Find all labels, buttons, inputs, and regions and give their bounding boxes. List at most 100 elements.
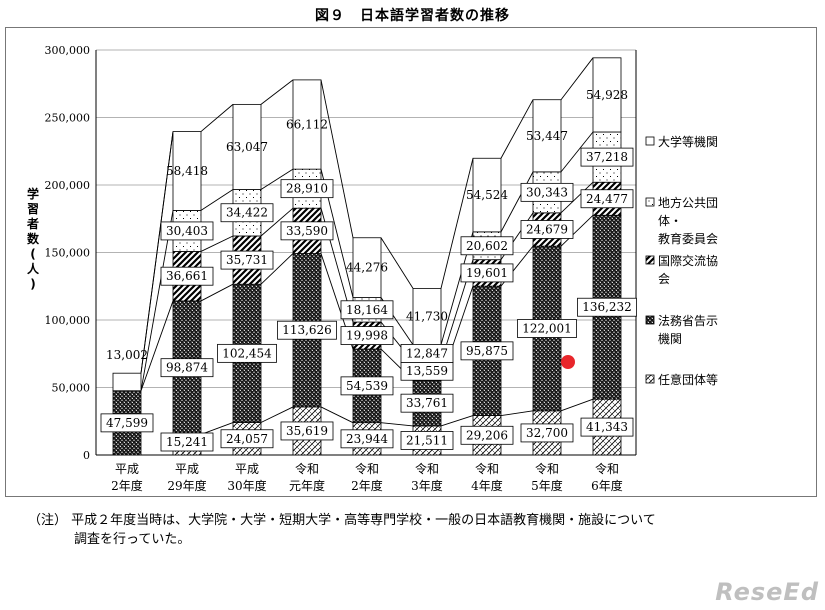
data-label-box (280, 221, 334, 241)
data-label: 33,590 (286, 224, 328, 238)
series-connector-line (380, 237, 414, 289)
data-label: 13,559 (406, 364, 448, 378)
data-label: 54,524 (466, 188, 508, 202)
series-connector-line (140, 300, 174, 391)
data-label: 35,619 (286, 424, 328, 438)
data-label: 136,232 (582, 300, 632, 314)
chart-title: 図９ 日本語学習者数の推移 (315, 8, 510, 24)
data-label: 24,679 (526, 222, 568, 236)
data-label-box (220, 250, 274, 270)
data-label: 23,944 (346, 432, 388, 446)
data-label-box (160, 358, 214, 378)
data-label: 29,206 (466, 428, 508, 442)
data-label: 33,761 (406, 396, 448, 410)
data-label: 53,447 (526, 129, 568, 143)
data-label: 58,418 (166, 164, 208, 178)
data-label: 66,112 (286, 118, 328, 132)
bar-segment (592, 57, 622, 133)
data-label-box (460, 263, 514, 283)
series-connector-line (560, 398, 594, 412)
legend-label: 法務省告示機関 (658, 314, 718, 346)
series-connector-line (320, 79, 354, 238)
series-connector-line (200, 104, 234, 132)
data-label: 54,928 (586, 88, 628, 102)
series-connector-line (200, 189, 234, 211)
data-label-box (400, 393, 454, 413)
series-connector-line (560, 131, 594, 173)
series-connector-line (320, 406, 354, 424)
data-label: 34,422 (226, 206, 268, 220)
y-tick-label: 200,000 (45, 179, 91, 192)
x-tick-label: 令和 3年度 (411, 461, 443, 493)
data-label-box (460, 425, 514, 445)
data-label-box (160, 221, 214, 241)
series-connector-line (560, 181, 594, 214)
footnote-line-1: （注） 平成２年度当時は、大学院・大学・短期大学・高等専門学校・一般の日本語教育… (28, 513, 656, 528)
data-label-box (580, 189, 634, 209)
data-label: 19,601 (466, 266, 508, 280)
data-label: 12,847 (406, 346, 448, 360)
legend-label: 地方公共団体・教育委員会 (658, 195, 718, 246)
data-label-box (280, 421, 334, 441)
bar-segment (112, 372, 142, 392)
data-label: 122,001 (522, 322, 572, 336)
series-connector-line (500, 99, 534, 159)
data-label: 37,218 (586, 150, 628, 164)
data-label-box (400, 344, 454, 363)
data-label-box (340, 429, 394, 449)
data-label: 18,164 (346, 303, 388, 317)
series-connector-line (440, 415, 474, 427)
data-label: 20,602 (466, 239, 508, 253)
chart-frame (5, 27, 817, 497)
data-label-box (577, 297, 637, 317)
legend-label: 任意団体等 (658, 372, 718, 387)
data-label: 113,626 (282, 323, 332, 337)
series-connector-line (260, 79, 294, 105)
bar-segment (172, 131, 202, 211)
data-label-box (520, 182, 574, 202)
series-connector-line (140, 131, 174, 374)
data-label: 36,661 (166, 269, 208, 283)
x-tick-label: 令和 4年度 (471, 461, 503, 493)
resed-watermark-logo: ReseEd (715, 578, 819, 606)
series-connector-line (260, 406, 294, 423)
data-label: 13,002 (106, 348, 148, 362)
data-label: 30,403 (166, 224, 208, 238)
x-tick-label: 令和 5年度 (531, 461, 563, 493)
data-label-box (160, 266, 214, 286)
x-tick-label: 平成 30年度 (227, 462, 266, 493)
series-connector-line (380, 422, 414, 427)
y-tick-label: 150,000 (45, 247, 91, 260)
series-connector-line (260, 168, 294, 190)
bar-segment (472, 157, 502, 233)
y-tick-label: 300,000 (45, 44, 91, 57)
series-connector-line (200, 283, 234, 302)
data-label-box (460, 341, 514, 361)
series-connector-line (560, 214, 594, 247)
bar-segment (532, 99, 562, 173)
bar-segment (352, 237, 382, 298)
data-label: 24,477 (586, 192, 628, 206)
data-label-box (340, 376, 394, 396)
y-tick-label: 0 (83, 449, 90, 462)
bar-segment (292, 79, 322, 170)
footnote-line-2: 調査を行っていた。 (74, 532, 191, 547)
x-tick-label: 令和 6年度 (591, 461, 623, 493)
y-tick-label: 250,000 (45, 112, 91, 125)
data-label-box (580, 147, 634, 167)
data-label: 28,910 (286, 182, 328, 196)
data-label-box (400, 431, 454, 450)
x-tick-label: 令和 2年度 (351, 461, 383, 493)
data-label: 41,343 (586, 420, 628, 434)
legend-swatch (645, 315, 655, 325)
x-tick-label: 平成 29年度 (167, 462, 206, 493)
data-label: 21,511 (406, 433, 448, 447)
series-connector-line (500, 410, 534, 417)
data-label-box (100, 413, 154, 433)
legend-label: 大学等機関 (658, 134, 718, 149)
footnote: （注） 平成２年度当時は、大学院・大学・短期大学・高等専門学校・一般の日本語教育… (28, 511, 758, 549)
data-label: 30,343 (526, 185, 568, 199)
data-label: 98,874 (166, 361, 208, 375)
data-label: 47,599 (106, 416, 148, 430)
